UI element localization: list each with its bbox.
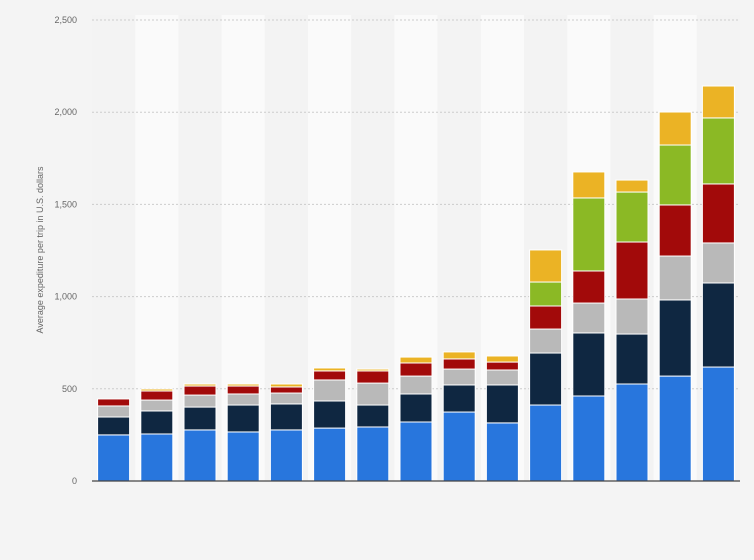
bar-segment-5 [529,281,563,307]
bar-segment-6 [183,383,217,387]
bar-segment-4 [442,358,476,370]
bar-segment-6 [399,356,433,364]
bar-segment-3 [97,405,131,418]
bar-segment-1 [226,431,260,482]
y-tick-label: 500 [62,384,77,394]
bar-segment-3 [701,242,735,284]
bar-segment-2 [399,393,433,423]
bar-segment-2 [183,406,217,431]
bar-segment-4 [658,204,692,257]
bar-segment-6 [701,85,735,119]
bar-segment-6 [356,368,390,372]
y-axis-ticks: 0 500 1,000 1,500 2,000 2,500 [54,15,77,486]
bar-segment-4 [399,362,433,377]
bar-segment-5 [701,117,735,185]
bar-segment-6 [313,367,347,372]
bar-segment-6 [572,171,606,199]
bar-segment-3 [399,375,433,395]
bar-segment-1 [701,366,735,482]
bar-segment-2 [313,400,347,429]
bar-segment-3 [226,393,260,406]
bar-segment-3 [485,369,519,386]
y-tick-label: 2,500 [54,15,77,25]
bar-segment-1 [615,383,649,482]
bar-segment-1 [399,421,433,482]
bar-segment-1 [658,375,692,482]
y-tick-label: 2,000 [54,107,77,117]
bar-segment-2 [615,333,649,385]
bar-segment-1 [356,426,390,482]
bar-segment-3 [269,392,303,405]
bar-segment-6 [269,383,303,388]
bar-segment-2 [442,384,476,413]
bar-segment-2 [97,416,131,436]
bar-segment-3 [442,368,476,386]
bar-segment-4 [529,305,563,330]
bar-segment-6 [140,388,174,392]
bar-segment-1 [313,427,347,482]
bar-segment-6 [615,179,649,193]
bar-segment-4 [269,386,303,394]
bar-segment-2 [485,384,519,424]
bar-segment-5 [572,197,606,272]
bar-segment-3 [529,328,563,354]
bar-segment-3 [140,399,174,412]
bar-segment-4 [183,385,217,396]
bar-segment-5 [615,191,649,243]
bars [97,85,735,482]
bar-segment-4 [485,361,519,371]
bar-segment-2 [658,299,692,377]
bar-segment-4 [701,183,735,244]
bar-segment-4 [313,370,347,381]
bar-segment-3 [615,298,649,335]
bar-segment-5 [658,144,692,206]
bar-segment-1 [140,433,174,482]
bar-segment-3 [313,379,347,402]
bar-segment-6 [226,383,260,387]
y-tick-label: 1,500 [54,199,77,209]
bar-segment-1 [529,404,563,482]
bar-segment-1 [442,411,476,482]
bar-segment-6 [485,355,519,363]
bar-segment-2 [529,352,563,406]
bar-segment-4 [226,385,260,395]
bar-segment-1 [485,422,519,482]
bar-segment-4 [97,398,131,407]
bar-segment-1 [97,434,131,482]
bar-segment-3 [572,302,606,334]
bar-segment-4 [615,241,649,300]
bar-segment-6 [529,249,563,283]
bar-segment-1 [269,429,303,482]
bar-segment-2 [140,410,174,435]
bar-segment-6 [658,111,692,146]
bar-segment-6 [442,351,476,360]
bar-segment-2 [572,332,606,397]
bar-segment-3 [183,394,217,408]
bar-segment-2 [226,404,260,433]
y-tick-label: 0 [72,476,77,486]
bar-segment-2 [269,403,303,431]
bar-segment-3 [356,382,390,406]
bar-segment-1 [572,395,606,482]
bar-segment-2 [701,282,735,368]
y-axis-label: Average expediture per trip in U.S. doll… [35,166,45,333]
bar-segment-1 [183,429,217,482]
bar-segment-4 [572,270,606,304]
bar-segment-2 [356,404,390,428]
bar-segment-3 [658,255,692,301]
bar-segment-4 [356,370,390,384]
y-tick-label: 1,000 [54,292,77,302]
bar-segment-4 [140,390,174,401]
